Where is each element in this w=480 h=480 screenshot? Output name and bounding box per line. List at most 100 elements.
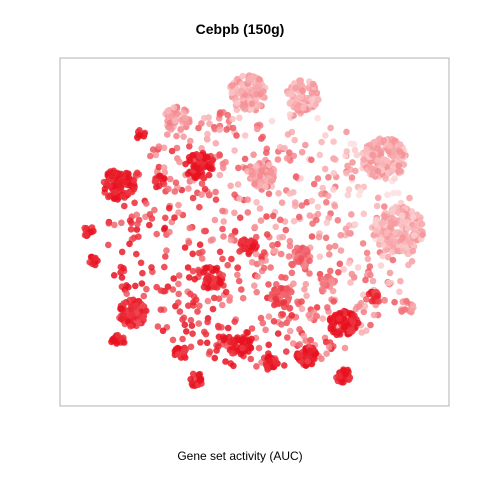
cell-point: [340, 379, 347, 386]
cell-point: [260, 249, 268, 256]
cell-point: [365, 290, 373, 298]
cell-point: [389, 256, 397, 264]
cell-point: [405, 261, 412, 269]
cell-point: [234, 181, 242, 188]
cell-point: [161, 263, 168, 271]
cell-point: [324, 192, 332, 200]
cell-point: [181, 321, 189, 329]
cell-point: [213, 266, 220, 274]
cell-point: [321, 165, 329, 173]
cell-point: [134, 220, 141, 228]
cell-point: [175, 280, 182, 288]
cell-point: [308, 96, 316, 104]
cell-point: [112, 188, 119, 196]
cell-point: [360, 156, 367, 163]
cell-point: [322, 234, 330, 242]
cell-point: [263, 149, 270, 156]
cell-point: [118, 219, 125, 227]
cell-point: [336, 373, 344, 380]
cell-point: [209, 305, 217, 313]
cell-point: [130, 177, 138, 184]
cell-point: [409, 247, 417, 255]
cell-point: [272, 223, 280, 231]
cell-point: [206, 164, 213, 171]
cell-point: [298, 148, 306, 156]
cell-point: [200, 174, 207, 182]
cell-point: [81, 224, 88, 232]
cell-point: [162, 253, 169, 260]
cell-point: [224, 324, 232, 332]
cell-point: [399, 247, 407, 255]
cell-point: [307, 336, 315, 344]
cell-point: [113, 340, 120, 347]
cell-point: [256, 76, 263, 83]
cell-point: [154, 323, 162, 330]
cell-point: [351, 312, 358, 320]
cell-point: [176, 308, 184, 315]
cell-point: [197, 339, 204, 346]
cell-point: [295, 213, 303, 221]
cell-point: [231, 191, 238, 198]
cell-point: [186, 143, 193, 150]
cell-point: [174, 351, 182, 358]
cell-point: [180, 133, 187, 140]
cell-point: [313, 89, 321, 97]
cell-point: [292, 84, 299, 92]
cell-point: [227, 182, 234, 190]
cell-point: [100, 178, 108, 186]
cell-point: [216, 126, 223, 133]
cell-point: [189, 250, 196, 258]
cell-point: [296, 326, 303, 333]
cell-point: [130, 186, 138, 193]
cell-point: [283, 285, 291, 293]
cell-point: [108, 172, 116, 180]
cell-point: [241, 155, 249, 163]
cell-point: [263, 213, 270, 220]
cell-point: [277, 143, 284, 151]
cell-point: [308, 233, 316, 240]
cell-point: [386, 142, 393, 150]
cell-point: [241, 245, 248, 252]
cell-point: [273, 281, 280, 288]
cell-point: [293, 104, 301, 112]
cell-point: [345, 259, 353, 267]
cell-point: [219, 255, 226, 263]
cell-point: [234, 271, 241, 279]
cell-point: [228, 89, 236, 97]
cell-point: [118, 274, 126, 281]
cell-point: [265, 341, 273, 349]
cell-point: [252, 233, 260, 241]
cell-point: [110, 272, 118, 279]
cell-point: [247, 355, 255, 363]
cell-point: [395, 162, 403, 169]
cell-point: [384, 253, 392, 261]
cell-point: [274, 156, 282, 163]
cell-point: [164, 107, 172, 114]
cell-point: [133, 169, 141, 177]
cell-point: [204, 136, 211, 143]
cell-point: [388, 248, 396, 256]
cell-point: [236, 195, 243, 202]
cell-point: [298, 298, 305, 305]
cell-point: [348, 211, 355, 218]
cell-point: [119, 311, 127, 319]
cell-point: [203, 339, 211, 347]
cell-point: [195, 249, 203, 257]
cell-point: [351, 146, 359, 154]
cell-point: [117, 170, 125, 178]
cell-point: [157, 306, 165, 314]
cell-point: [226, 294, 234, 301]
cell-point: [336, 260, 344, 268]
cell-point: [320, 280, 328, 288]
cell-point: [146, 221, 153, 229]
cell-point: [350, 273, 358, 281]
cell-point: [256, 205, 264, 212]
cell-point: [286, 111, 294, 118]
cell-point: [327, 267, 334, 275]
cell-point: [215, 324, 222, 331]
cell-point: [114, 331, 122, 339]
cell-point: [133, 211, 140, 219]
cell-point: [334, 217, 342, 224]
cell-point: [279, 311, 287, 318]
